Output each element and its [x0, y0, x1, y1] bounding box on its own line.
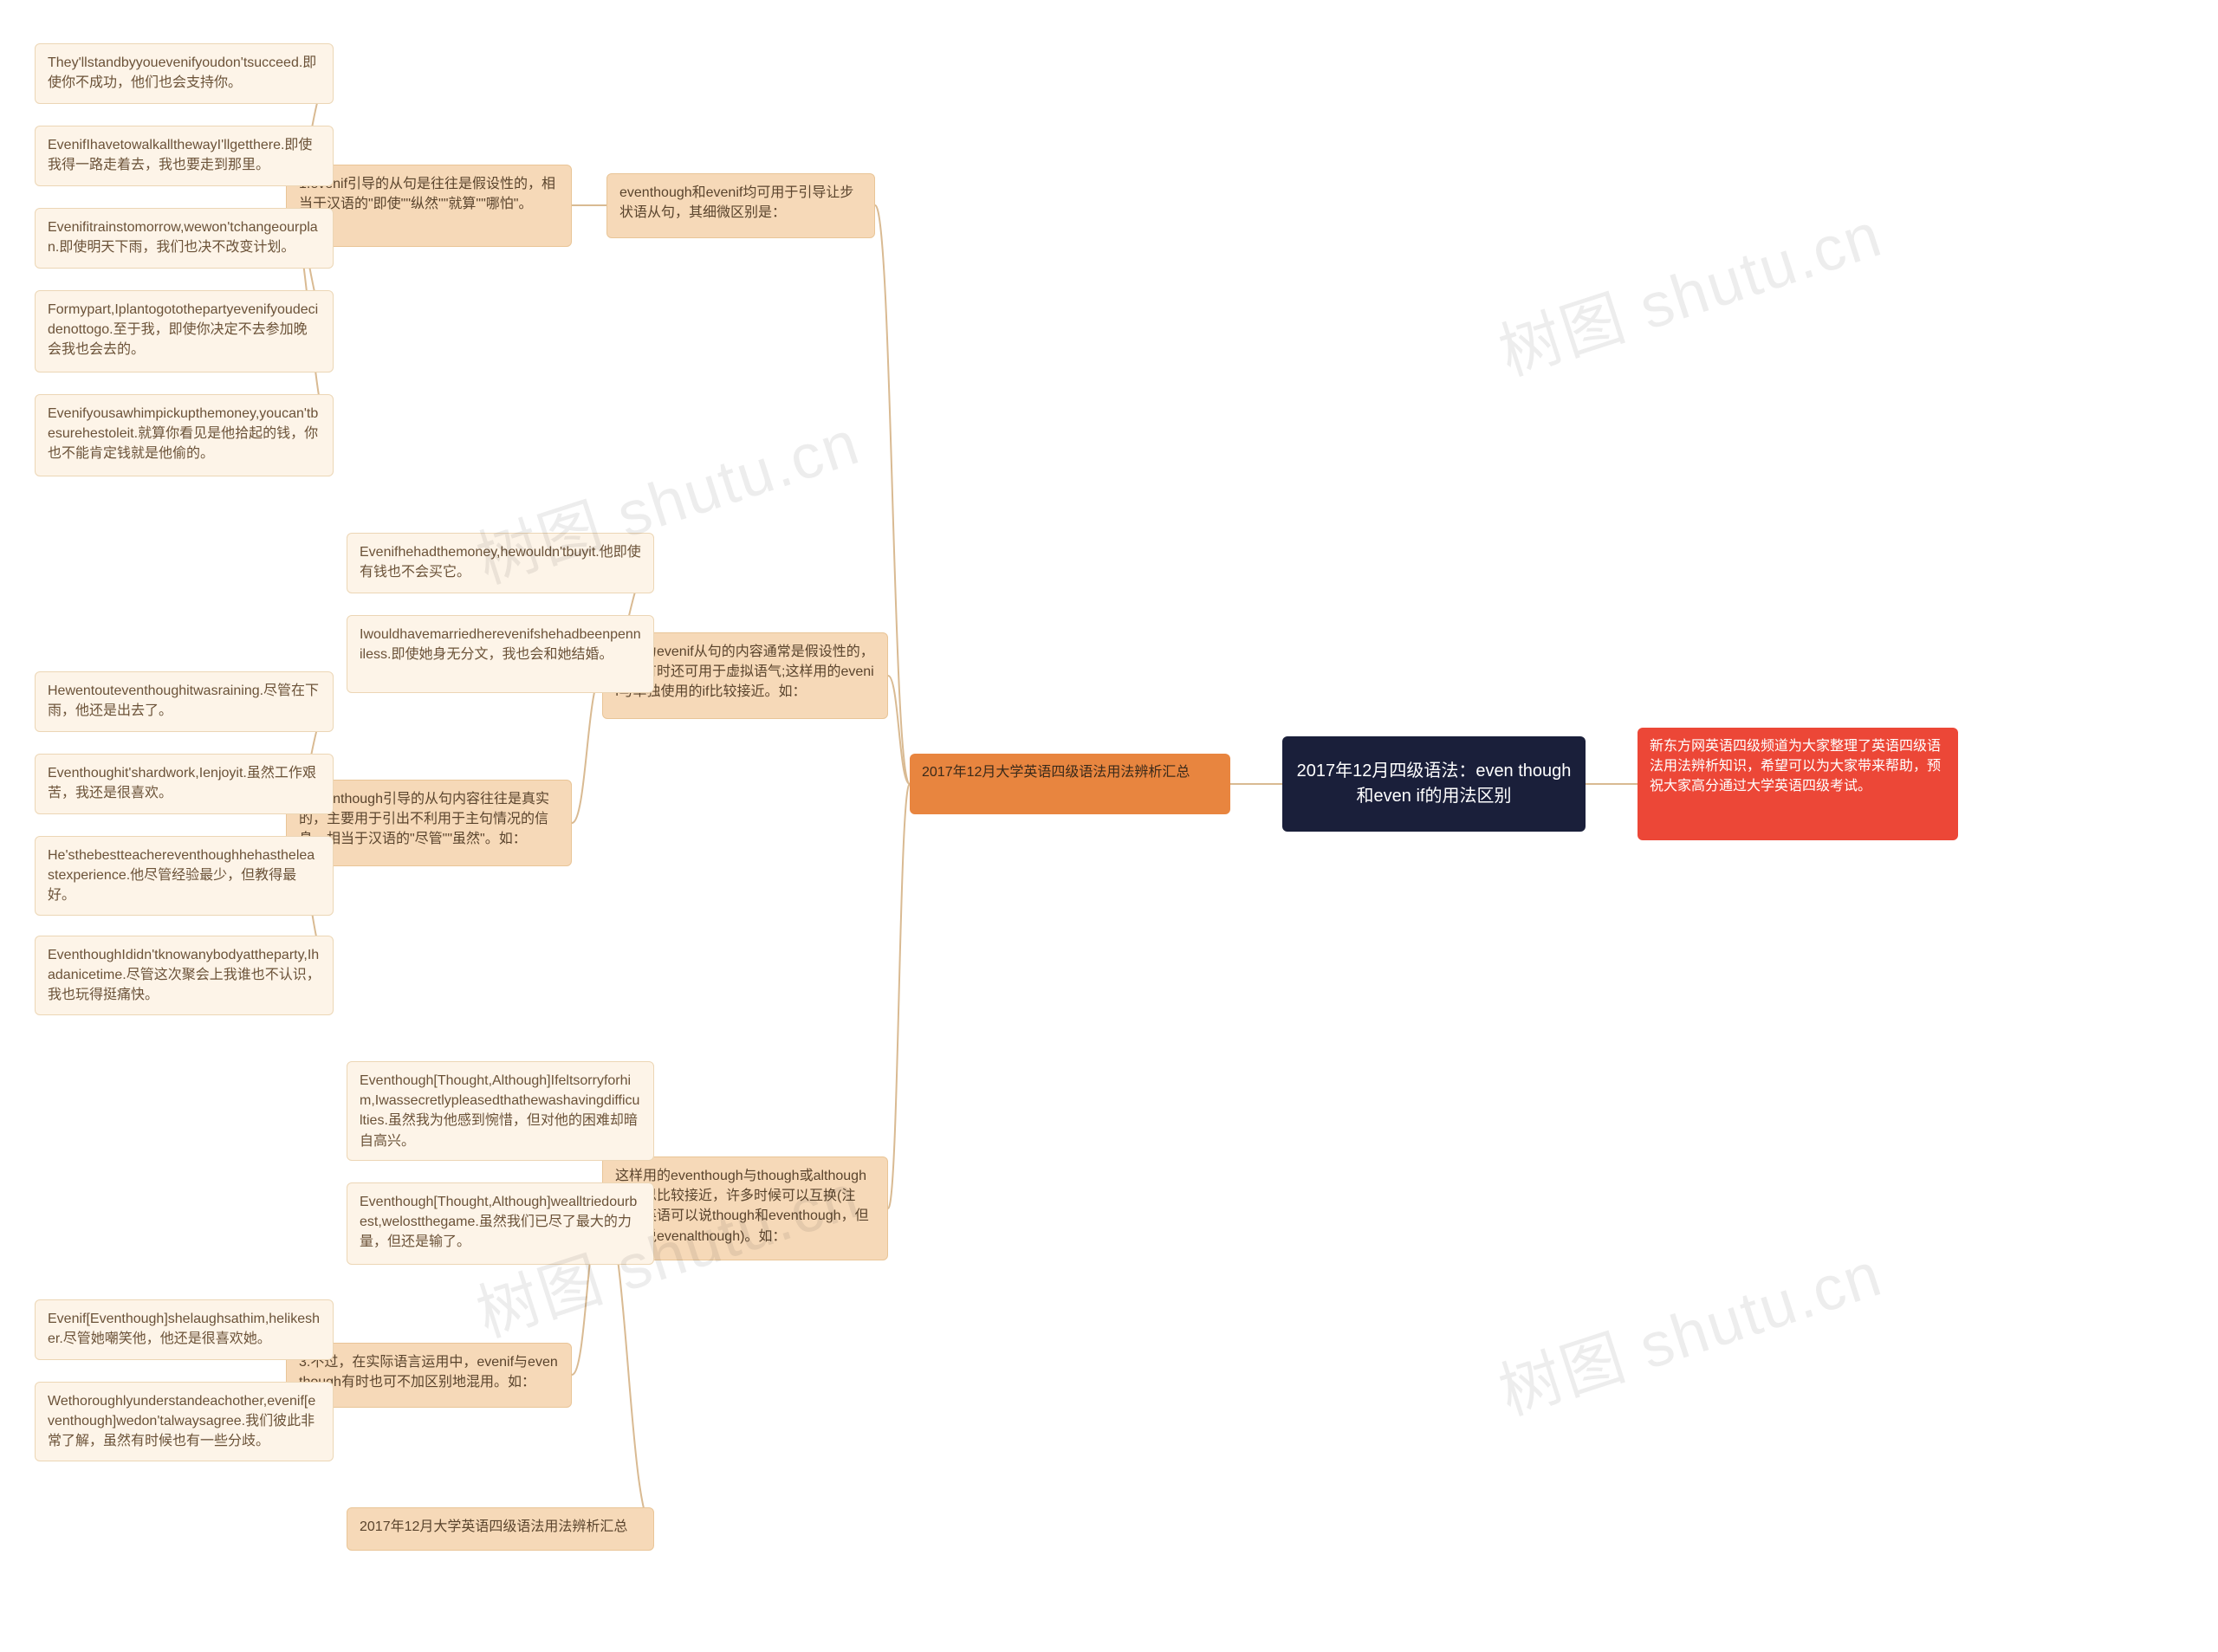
- watermark: 树图 shutu.cn: [1486, 1223, 1891, 1432]
- summary-node[interactable]: 2017年12月大学英语四级语法用法辨析汇总: [910, 754, 1230, 814]
- leaf-node[interactable]: Evenifhehadthemoney,hewouldn'tbuyit.他即使有…: [347, 533, 654, 593]
- leaf-node[interactable]: Evenifyousawhimpickupthemoney,youcan'tbe…: [35, 394, 334, 476]
- leaf-node[interactable]: Iwouldhavemarriedherevenifshehadbeenpenn…: [347, 615, 654, 693]
- root-node[interactable]: 2017年12月四级语法：even though和even if的用法区别: [1282, 736, 1586, 832]
- description-node[interactable]: 新东方网英语四级频道为大家整理了英语四级语法用法辨析知识，希望可以为大家带来帮助…: [1638, 728, 1958, 840]
- watermark: 树图 shutu.cn: [1486, 184, 1891, 392]
- leaf-node[interactable]: Eventhough[Thought,Although]Ifeltsorryfo…: [347, 1061, 654, 1161]
- leaf-node[interactable]: Evenif[Eventhough]shelaughsathim,helikes…: [35, 1299, 334, 1360]
- leaf-node[interactable]: They'llstandbyyouevenifyoudon'tsucceed.即…: [35, 43, 334, 104]
- leaf-node[interactable]: Eventhoughit'shardwork,Ienjoyit.虽然工作艰苦，我…: [35, 754, 334, 814]
- summary2-node[interactable]: 2017年12月大学英语四级语法用法辨析汇总: [347, 1507, 654, 1551]
- leaf-node[interactable]: EventhoughIdidn'tknowanybodyattheparty,I…: [35, 936, 334, 1015]
- leaf-node[interactable]: He'sthebestteachereventhoughhehastheleas…: [35, 836, 334, 916]
- leaf-node[interactable]: Hewentouteventhoughitwasraining.尽管在下雨，他还…: [35, 671, 334, 732]
- leaf-node[interactable]: EvenifIhavetowalkallthewayI'llgetthere.即…: [35, 126, 334, 186]
- leaf-node[interactable]: Evenifitrainstomorrow,wewon'tchangeourpl…: [35, 208, 334, 269]
- leaf-node[interactable]: Formypart,Iplantogotothepartyevenifyoude…: [35, 290, 334, 373]
- intro-node[interactable]: eventhough和evenif均可用于引导让步状语从句，其细微区别是：: [606, 173, 875, 238]
- leaf-node[interactable]: Eventhough[Thought,Although]wealltriedou…: [347, 1182, 654, 1265]
- leaf-node[interactable]: Wethoroughlyunderstandeachother,evenif[e…: [35, 1382, 334, 1461]
- mindmap-canvas: 2017年12月四级语法：even though和even if的用法区别 新东…: [0, 0, 2218, 1652]
